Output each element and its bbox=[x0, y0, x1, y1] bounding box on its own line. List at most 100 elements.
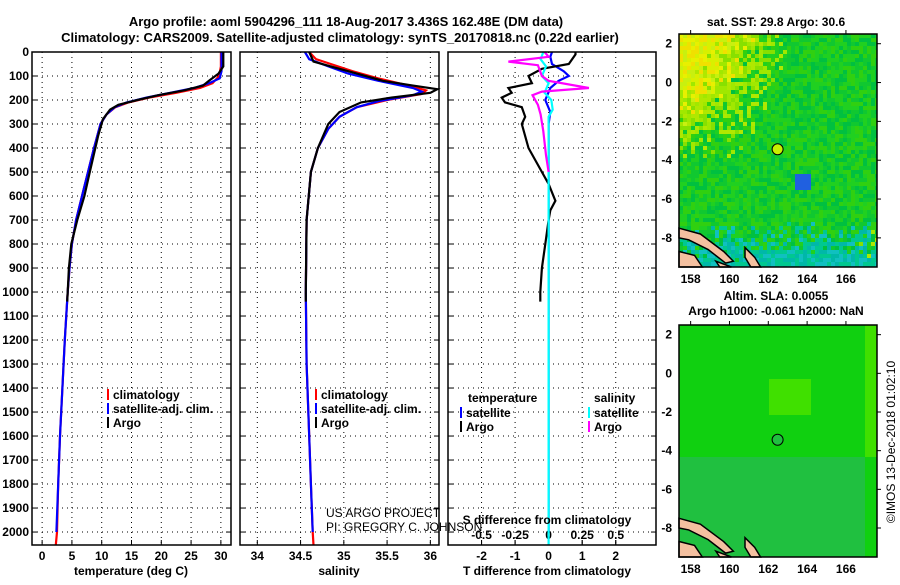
lon-tick-label: 162 bbox=[758, 272, 778, 286]
map-pixel bbox=[679, 50, 683, 54]
map-pixel bbox=[731, 242, 735, 246]
map-pixel bbox=[755, 238, 759, 242]
map-pixel bbox=[775, 262, 779, 266]
map-pixel bbox=[763, 541, 769, 547]
map-pixel bbox=[865, 505, 871, 511]
map-pixel bbox=[815, 230, 819, 234]
map-pixel bbox=[751, 541, 757, 547]
map-pixel bbox=[731, 222, 735, 226]
map-pixel bbox=[775, 86, 779, 90]
map-pixel bbox=[775, 74, 779, 78]
map-pixel bbox=[863, 138, 867, 142]
map-pixel bbox=[707, 254, 711, 258]
map-pixel bbox=[679, 397, 685, 403]
map-pixel bbox=[831, 174, 835, 178]
map-pixel bbox=[865, 403, 871, 409]
map-pixel bbox=[723, 222, 727, 226]
map-pixel bbox=[835, 511, 841, 517]
map-pixel bbox=[715, 194, 719, 198]
map-pixel bbox=[843, 74, 847, 78]
map-pixel bbox=[759, 174, 763, 178]
map-pixel bbox=[743, 162, 747, 166]
map-pixel bbox=[697, 391, 703, 397]
map-pixel bbox=[787, 391, 793, 397]
map-pixel bbox=[835, 142, 839, 146]
map-pixel bbox=[743, 66, 747, 70]
map-pixel bbox=[715, 110, 719, 114]
map-pixel bbox=[703, 493, 709, 499]
map-pixel bbox=[781, 325, 787, 331]
map-pixel bbox=[865, 493, 871, 499]
map-pixel bbox=[783, 130, 787, 134]
map-pixel bbox=[827, 238, 831, 242]
map-pixel bbox=[779, 102, 783, 106]
map-pixel bbox=[695, 230, 699, 234]
map-pixel bbox=[697, 475, 703, 481]
map-pixel bbox=[759, 110, 763, 114]
map-pixel bbox=[751, 38, 755, 42]
map-pixel bbox=[775, 337, 781, 343]
map-pixel bbox=[827, 130, 831, 134]
map-pixel bbox=[823, 126, 827, 130]
map-pixel bbox=[721, 427, 727, 433]
map-pixel bbox=[743, 134, 747, 138]
map-pixel bbox=[851, 58, 855, 62]
map-pixel bbox=[691, 439, 697, 445]
map-pixel bbox=[865, 535, 871, 541]
map-pixel bbox=[799, 218, 803, 222]
map-pixel bbox=[791, 50, 795, 54]
x-tick-label: -2 bbox=[476, 549, 487, 563]
map-pixel bbox=[851, 66, 855, 70]
map-pixel bbox=[835, 174, 839, 178]
map-pixel bbox=[703, 198, 707, 202]
map-pixel bbox=[747, 50, 751, 54]
map-pixel bbox=[871, 535, 877, 541]
map-pixel bbox=[775, 162, 779, 166]
map-pixel bbox=[723, 138, 727, 142]
map-pixel bbox=[747, 178, 751, 182]
map-pixel bbox=[691, 427, 697, 433]
map-pixel bbox=[839, 242, 843, 246]
map-pixel bbox=[735, 66, 739, 70]
map-pixel bbox=[859, 46, 863, 50]
map-pixel bbox=[691, 42, 695, 46]
map-pixel bbox=[841, 367, 847, 373]
map-pixel bbox=[839, 262, 843, 266]
map-pixel bbox=[763, 114, 767, 118]
map-pixel bbox=[793, 331, 799, 337]
map-pixel bbox=[853, 433, 859, 439]
map-pixel bbox=[841, 493, 847, 499]
map-pixel bbox=[707, 126, 711, 130]
map-pixel bbox=[863, 142, 867, 146]
map-pixel bbox=[827, 202, 831, 206]
map-pixel bbox=[775, 469, 781, 475]
map-pixel bbox=[735, 250, 739, 254]
map-pixel bbox=[763, 134, 767, 138]
map-pixel bbox=[745, 535, 751, 541]
map-pixel bbox=[763, 142, 767, 146]
map-pixel bbox=[683, 182, 687, 186]
map-pixel bbox=[871, 262, 875, 266]
map-pixel bbox=[831, 66, 835, 70]
map-pixel bbox=[727, 202, 731, 206]
map-pixel bbox=[783, 238, 787, 242]
map-pixel bbox=[853, 385, 859, 391]
map-pixel bbox=[747, 34, 751, 38]
map-pixel bbox=[731, 66, 735, 70]
map-pixel bbox=[767, 134, 771, 138]
map-pixel bbox=[841, 535, 847, 541]
map-pixel bbox=[715, 391, 721, 397]
map-pixel bbox=[759, 194, 763, 198]
map-pixel bbox=[767, 198, 771, 202]
map-pixel bbox=[759, 158, 763, 162]
map-pixel bbox=[811, 397, 817, 403]
map-pixel bbox=[787, 246, 791, 250]
map-pixel bbox=[751, 42, 755, 46]
map-pixel bbox=[851, 258, 855, 262]
map-pixel bbox=[775, 511, 781, 517]
map-pixel bbox=[695, 122, 699, 126]
map-pixel bbox=[747, 98, 751, 102]
map-pixel bbox=[839, 222, 843, 226]
map-pixel bbox=[733, 475, 739, 481]
map-pixel bbox=[731, 110, 735, 114]
